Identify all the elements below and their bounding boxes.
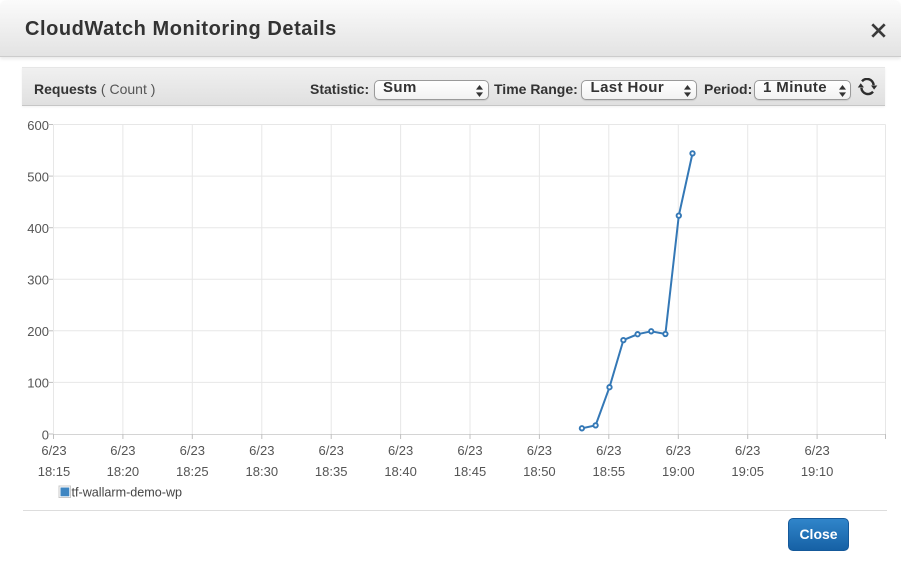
svg-text:18:40: 18:40 <box>384 464 417 479</box>
svg-text:100: 100 <box>27 376 49 391</box>
svg-text:18:20: 18:20 <box>107 464 140 479</box>
svg-text:19:05: 19:05 <box>731 464 764 479</box>
svg-text:tf-wallarm-demo-wp: tf-wallarm-demo-wp <box>72 486 183 500</box>
svg-text:600: 600 <box>27 118 49 133</box>
svg-text:18:45: 18:45 <box>454 464 487 479</box>
svg-text:6/23: 6/23 <box>319 443 344 458</box>
svg-text:18:15: 18:15 <box>38 464 71 479</box>
svg-text:500: 500 <box>27 169 49 184</box>
svg-text:18:55: 18:55 <box>593 464 626 479</box>
svg-text:6/23: 6/23 <box>527 443 552 458</box>
svg-text:400: 400 <box>27 221 49 236</box>
svg-text:6/23: 6/23 <box>735 443 760 458</box>
svg-text:6/23: 6/23 <box>596 443 621 458</box>
svg-text:18:35: 18:35 <box>315 464 348 479</box>
svg-text:6/23: 6/23 <box>804 443 829 458</box>
svg-text:0: 0 <box>42 427 49 442</box>
svg-text:200: 200 <box>27 324 49 339</box>
svg-text:18:30: 18:30 <box>246 464 279 479</box>
svg-text:6/23: 6/23 <box>110 443 135 458</box>
svg-text:300: 300 <box>27 273 49 288</box>
svg-text:19:10: 19:10 <box>801 464 834 479</box>
svg-text:6/23: 6/23 <box>249 443 274 458</box>
svg-text:6/23: 6/23 <box>41 443 66 458</box>
svg-text:6/23: 6/23 <box>457 443 482 458</box>
svg-text:6/23: 6/23 <box>666 443 691 458</box>
svg-text:19:00: 19:00 <box>662 464 695 479</box>
svg-text:6/23: 6/23 <box>388 443 413 458</box>
svg-text:18:25: 18:25 <box>176 464 209 479</box>
svg-text:6/23: 6/23 <box>180 443 205 458</box>
svg-text:18:50: 18:50 <box>523 464 556 479</box>
